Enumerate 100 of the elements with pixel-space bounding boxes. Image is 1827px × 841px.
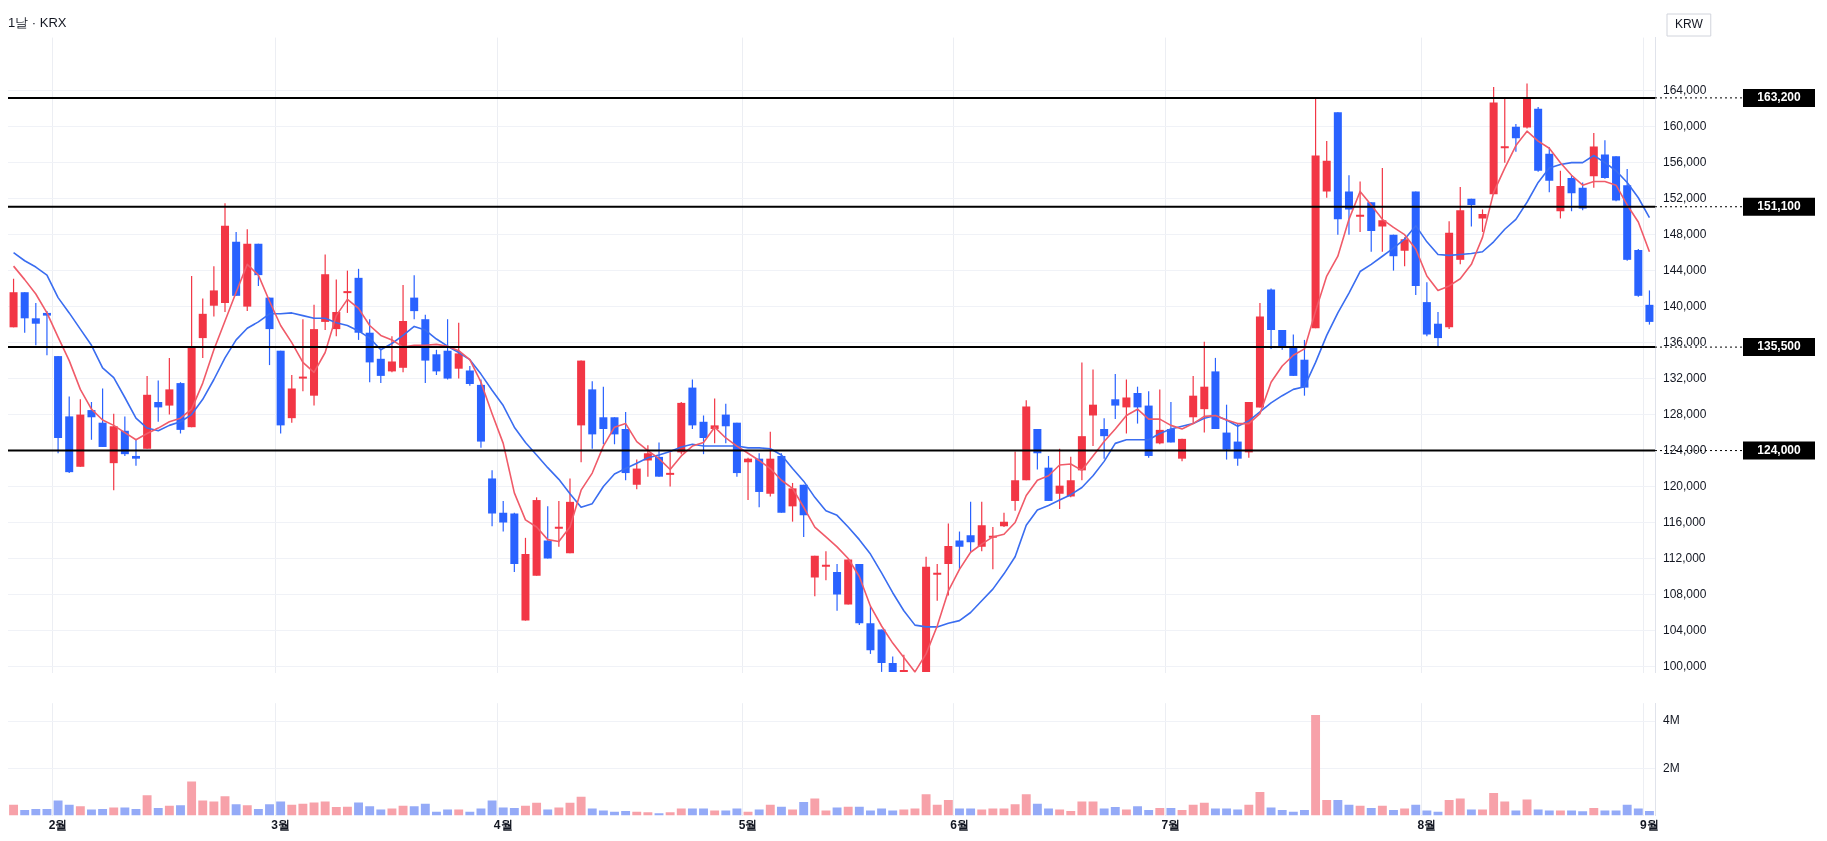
candlestick bbox=[821, 550, 830, 581]
bar bbox=[1233, 809, 1243, 816]
bar bbox=[287, 804, 297, 816]
bar bbox=[799, 801, 809, 816]
bar bbox=[398, 805, 408, 816]
candlestick bbox=[810, 555, 819, 597]
bar bbox=[1244, 804, 1254, 816]
bar bbox=[754, 809, 764, 816]
bar bbox=[1110, 807, 1120, 816]
bar bbox=[20, 809, 30, 816]
y-tick-label: 124,000 bbox=[1663, 442, 1707, 457]
y-tick-label: 152,000 bbox=[1663, 190, 1707, 205]
bar bbox=[409, 806, 419, 816]
bar bbox=[821, 810, 831, 816]
bar bbox=[1567, 810, 1576, 816]
bar bbox=[1611, 810, 1621, 816]
candlestick bbox=[1100, 417, 1109, 460]
bar bbox=[776, 806, 786, 816]
candlestick bbox=[1511, 123, 1520, 153]
y-tick-label: 100,000 bbox=[1663, 658, 1707, 673]
bar bbox=[1199, 802, 1209, 816]
bar bbox=[1377, 805, 1387, 816]
bar bbox=[543, 809, 553, 816]
y-tick-label: 148,000 bbox=[1663, 226, 1707, 241]
y-tick-label: 104,000 bbox=[1663, 622, 1707, 637]
candlestick bbox=[1433, 311, 1442, 347]
bar bbox=[1478, 809, 1487, 816]
x-tick-label: 2월 bbox=[48, 818, 68, 833]
bar bbox=[509, 808, 519, 816]
candlestick bbox=[1500, 96, 1509, 164]
y-tick-label: 156,000 bbox=[1663, 154, 1707, 169]
bar bbox=[1021, 794, 1031, 816]
bar bbox=[1255, 791, 1265, 816]
bar bbox=[1366, 808, 1376, 816]
bar bbox=[1422, 810, 1432, 816]
bar bbox=[331, 807, 341, 816]
bar bbox=[75, 806, 85, 816]
y-tick-label: 116,000 bbox=[1663, 514, 1706, 529]
candlestick bbox=[1400, 236, 1409, 267]
candlestick bbox=[376, 349, 385, 384]
bar bbox=[42, 808, 52, 816]
bar bbox=[1500, 801, 1510, 816]
bar bbox=[598, 810, 608, 816]
bar bbox=[866, 810, 875, 816]
bar bbox=[1322, 800, 1332, 816]
bar bbox=[1333, 800, 1343, 816]
bar bbox=[53, 800, 63, 816]
candlestick bbox=[465, 365, 474, 387]
bar bbox=[9, 804, 19, 816]
candlestick bbox=[1011, 450, 1020, 512]
bar bbox=[1544, 810, 1554, 816]
bar bbox=[1466, 809, 1476, 816]
candlestick bbox=[1567, 174, 1576, 212]
bar bbox=[342, 806, 352, 816]
y-tick-label: 144,000 bbox=[1663, 262, 1707, 277]
candlestick bbox=[1356, 180, 1365, 233]
bar bbox=[87, 809, 96, 816]
x-tick-label: 7월 bbox=[1161, 818, 1181, 833]
chart-title: 1날 · KRX bbox=[8, 15, 67, 31]
bar bbox=[1155, 808, 1165, 816]
bar bbox=[943, 800, 953, 816]
bar bbox=[153, 808, 163, 816]
bar bbox=[576, 796, 586, 816]
bar bbox=[810, 798, 820, 816]
x-tick-label: 6월 bbox=[950, 818, 969, 833]
bar bbox=[176, 805, 185, 816]
candlestick bbox=[966, 501, 975, 553]
bar bbox=[643, 812, 653, 816]
x-tick-label: 9월 bbox=[1640, 818, 1659, 833]
candlestick bbox=[31, 302, 40, 346]
candlestick bbox=[1467, 198, 1476, 228]
bar bbox=[1411, 804, 1421, 816]
bar bbox=[721, 810, 731, 816]
candlestick bbox=[944, 522, 953, 597]
candlestick bbox=[655, 441, 664, 478]
bar bbox=[1032, 803, 1042, 816]
candlestick bbox=[1166, 401, 1175, 444]
bar bbox=[1133, 806, 1142, 816]
candlestick bbox=[1222, 404, 1231, 461]
bar bbox=[788, 809, 797, 816]
y-tick-label: 136,000 bbox=[1663, 334, 1707, 349]
candlestick bbox=[599, 386, 608, 445]
candlestick bbox=[721, 403, 730, 444]
bar bbox=[932, 804, 942, 816]
candlestick bbox=[1600, 139, 1609, 180]
y-tick-label: 2M bbox=[1663, 760, 1680, 775]
candlestick bbox=[1089, 369, 1098, 447]
bar bbox=[443, 809, 453, 816]
candlestick bbox=[454, 322, 463, 380]
bar bbox=[1077, 801, 1087, 816]
y-tick-label: 160,000 bbox=[1663, 118, 1707, 133]
candlestick bbox=[387, 335, 396, 373]
y-tick-label: 128,000 bbox=[1663, 406, 1707, 421]
candlestick bbox=[1111, 373, 1120, 420]
candlestick bbox=[1645, 289, 1654, 326]
bar bbox=[1010, 804, 1020, 816]
bar bbox=[765, 804, 775, 816]
y-tick-label: 108,000 bbox=[1663, 586, 1707, 601]
ref-line-label: 124,000 bbox=[1757, 442, 1802, 457]
ref-line-label: 151,100 bbox=[1757, 199, 1802, 214]
